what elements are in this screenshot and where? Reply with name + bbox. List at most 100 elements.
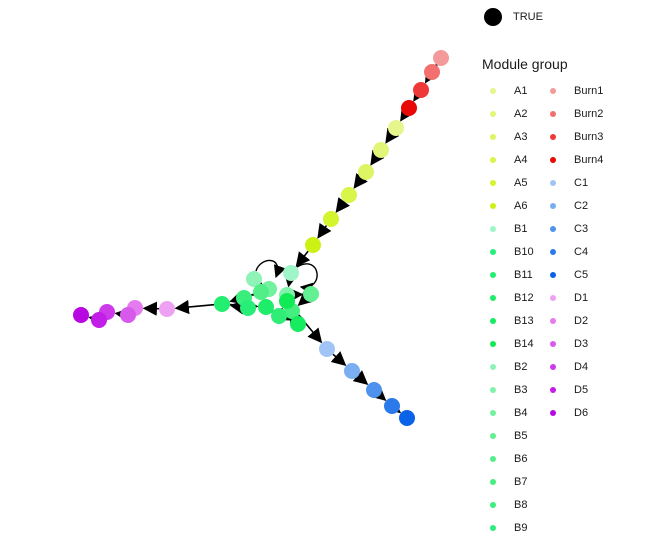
legend-item-b7: B7 xyxy=(490,474,527,490)
legend-item-label: B1 xyxy=(514,223,527,235)
legend-item-label: D6 xyxy=(574,407,588,419)
node-b10 xyxy=(240,300,256,316)
legend-item-d1: D1 xyxy=(550,290,588,306)
legend-item-label: Burn4 xyxy=(574,154,603,166)
node-b13 xyxy=(290,316,306,332)
node-d1 xyxy=(159,301,175,317)
legend-key-dot xyxy=(490,203,496,209)
edge-a1-a2 xyxy=(386,135,391,143)
legend-key-dot xyxy=(490,134,496,140)
legend-item-a2: A2 xyxy=(490,106,527,122)
legend-item-c5: C5 xyxy=(550,267,588,283)
legend-item-b10: B10 xyxy=(490,244,534,260)
legend-item-label: B14 xyxy=(514,338,534,350)
legend-item-label: D2 xyxy=(574,315,588,327)
legend-item-label: B9 xyxy=(514,522,527,534)
node-b5 xyxy=(303,286,319,302)
node-b12 xyxy=(258,299,274,315)
legend-key-dot xyxy=(550,88,556,94)
legend-key-dot xyxy=(490,295,496,301)
legend-item-b5: B5 xyxy=(490,428,527,444)
edge-a3-a4 xyxy=(354,178,361,187)
legend-item-label: D5 xyxy=(574,384,588,396)
legend-item-b8: B8 xyxy=(490,497,527,513)
legend-key-dot xyxy=(490,88,496,94)
legend-item-burn3: Burn3 xyxy=(550,129,603,145)
graph-edges xyxy=(90,64,437,412)
node-d6 xyxy=(73,307,89,323)
legend-item-label: B10 xyxy=(514,246,534,258)
node-c1 xyxy=(319,341,335,357)
legend-item-b12: B12 xyxy=(490,290,534,306)
node-b14 xyxy=(279,293,295,309)
legend-item-c3: C3 xyxy=(550,221,588,237)
legend-key-dot xyxy=(490,341,496,347)
legend-item-d6: D6 xyxy=(550,405,588,421)
legend-item-d2: D2 xyxy=(550,313,588,329)
legend-item-label: C4 xyxy=(574,246,588,258)
legend-item-label: C1 xyxy=(574,177,588,189)
legend-item-c4: C4 xyxy=(550,244,588,260)
legend-item-label: C2 xyxy=(574,200,588,212)
node-burn1 xyxy=(433,50,449,66)
node-b1 xyxy=(283,265,299,281)
legend-key-dot xyxy=(490,410,496,416)
legend-item-label: A3 xyxy=(514,131,527,143)
self-loop-b1 xyxy=(297,264,317,287)
legend-item-label: A5 xyxy=(514,177,527,189)
legend-key-dot xyxy=(490,318,496,324)
legend-item-label: B8 xyxy=(514,499,527,511)
legend-item-label: C5 xyxy=(574,269,588,281)
legend-item-b9: B9 xyxy=(490,520,527,536)
legend-item-a4: A4 xyxy=(490,152,527,168)
legend-item-d3: D3 xyxy=(550,336,588,352)
edge-burn4-a1 xyxy=(401,115,405,121)
legend-key-dot xyxy=(490,456,496,462)
size-legend: TRUE xyxy=(484,7,543,27)
legend-item-label: B6 xyxy=(514,453,527,465)
edge-b5-b7 xyxy=(299,299,305,305)
legend-item-label: B7 xyxy=(514,476,527,488)
node-d3 xyxy=(120,307,136,323)
legend-key-dot xyxy=(490,502,496,508)
legend-item-label: B13 xyxy=(514,315,534,327)
legend-item-b1: B1 xyxy=(490,221,527,237)
edge-a2-a3 xyxy=(371,157,376,165)
graph-nodes xyxy=(73,50,449,426)
legend-key-dot xyxy=(550,157,556,163)
node-b11 xyxy=(214,296,230,312)
legend-item-label: B12 xyxy=(514,292,534,304)
node-a6 xyxy=(305,237,321,253)
legend-key-dot xyxy=(490,180,496,186)
legend-item-b11: B11 xyxy=(490,267,533,283)
legend-key-dot xyxy=(550,134,556,140)
node-burn2 xyxy=(424,64,440,80)
legend-key-dot xyxy=(490,226,496,232)
node-b6 xyxy=(253,284,269,300)
edge-burn2-burn3 xyxy=(426,79,428,82)
node-a4 xyxy=(341,187,357,203)
legend-item-burn4: Burn4 xyxy=(550,152,603,168)
legend-item-label: B11 xyxy=(514,269,533,281)
node-d5 xyxy=(91,312,107,328)
legend-key-dot xyxy=(550,203,556,209)
legend-key-dot xyxy=(550,249,556,255)
legend-item-label: D1 xyxy=(574,292,588,304)
legend-key-dot xyxy=(550,226,556,232)
legend-item-label: Burn1 xyxy=(574,85,603,97)
legend-title: Module group xyxy=(482,56,568,72)
legend-key-dot xyxy=(550,410,556,416)
edge-c2-c3 xyxy=(358,376,367,384)
legend-item-label: D4 xyxy=(574,361,588,373)
legend-key-dot xyxy=(550,387,556,393)
legend-key-dot xyxy=(490,272,496,278)
legend-key-dot xyxy=(490,525,496,531)
legend-item-c2: C2 xyxy=(550,198,588,214)
legend-item-label: D3 xyxy=(574,338,588,350)
legend-key-dot xyxy=(550,180,556,186)
legend-key-dot xyxy=(550,364,556,370)
node-b9 xyxy=(271,308,287,324)
legend-key-dot xyxy=(550,295,556,301)
node-a2 xyxy=(373,142,389,158)
node-c4 xyxy=(384,398,400,414)
